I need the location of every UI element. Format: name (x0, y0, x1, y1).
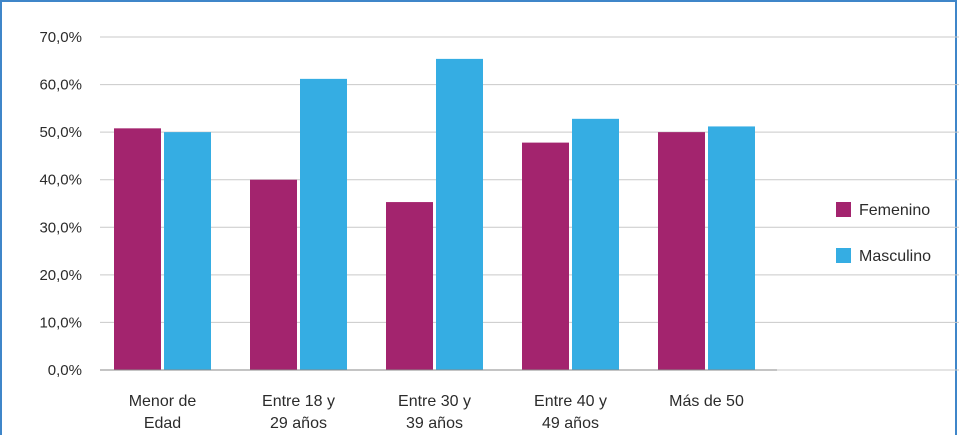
bar-masculino-5 (708, 126, 755, 370)
bar-femenino-2 (250, 179, 297, 370)
y-tick-label: 20,0% (39, 267, 82, 284)
bar-femenino-5 (658, 132, 705, 370)
legend-label-femenino: Femenino (859, 202, 930, 219)
bar-masculino-1 (164, 132, 211, 370)
bar-femenino-1 (114, 128, 161, 370)
legend: Femenino Masculino (836, 202, 931, 265)
bars (114, 58, 755, 370)
x-category-label: Entre 18 y 29 años (262, 393, 335, 432)
bar-femenino-4 (522, 142, 569, 370)
bar-masculino-2 (300, 78, 347, 370)
y-tick-label: 60,0% (39, 77, 82, 94)
legend-swatch-femenino (836, 202, 851, 217)
x-category-label: Entre 40 y 49 años (534, 393, 607, 432)
x-category-label: Menor de Edad (129, 393, 197, 432)
x-category-label: Entre 30 y 39 años (398, 393, 471, 432)
bar-femenino-3 (386, 202, 433, 370)
legend-swatch-masculino (836, 248, 851, 263)
y-tick-label: 10,0% (39, 314, 82, 331)
y-tick-label: 50,0% (39, 124, 82, 141)
bar-masculino-4 (572, 118, 619, 370)
legend-label-masculino: Masculino (859, 248, 931, 265)
y-axis-tick-labels: 0,0% 10,0% 20,0% 30,0% 40,0% 50,0% 60,0% 70,0% (39, 29, 82, 379)
y-tick-label: 40,0% (39, 172, 82, 189)
bar-masculino-3 (436, 58, 483, 370)
x-category-label: Más de 50 (669, 393, 744, 410)
y-tick-label: 0,0% (48, 362, 82, 379)
y-tick-label: 30,0% (39, 219, 82, 236)
y-tick-label: 70,0% (39, 29, 82, 46)
